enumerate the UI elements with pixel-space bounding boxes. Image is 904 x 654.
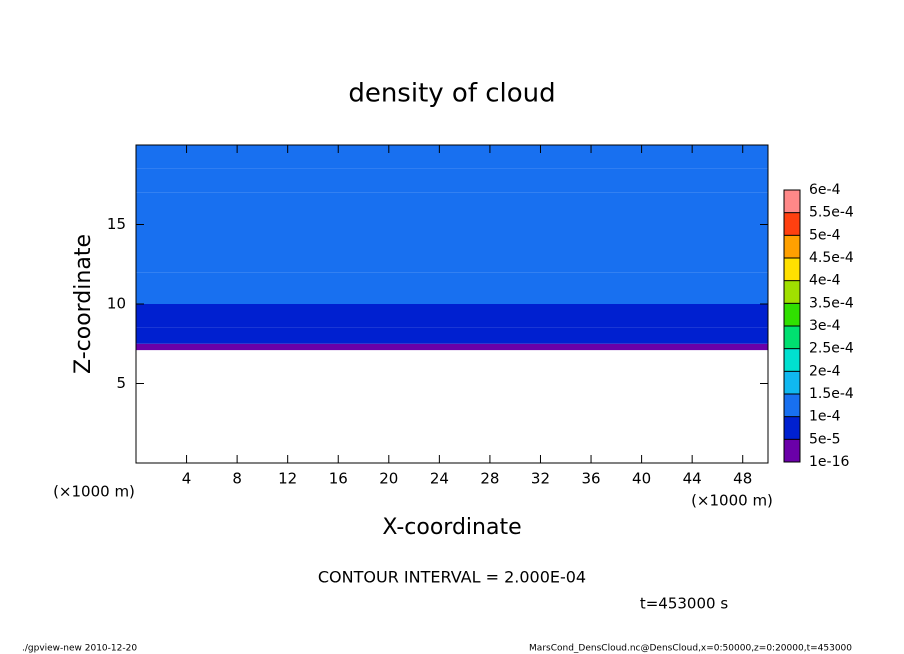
y-unit: (×1000 m) [53,483,135,501]
contour-band [136,145,768,169]
footer-left: ./gpview-new 2010-12-20 [22,644,137,654]
contour-band [136,304,768,328]
colorbar-label: 5e-4 [809,227,841,243]
contour-note: CONTOUR INTERVAL = 2.000E-04 [318,568,586,587]
contour-band [136,192,768,273]
contour-band [136,343,768,351]
y-axis-label: Z-coordinate [71,234,96,374]
x-tick-label: 12 [278,470,297,488]
colorbar-band [784,258,800,281]
x-tick-label: 4 [182,470,192,488]
colorbar-band [784,235,800,258]
y-tick-label: 15 [107,215,126,233]
colorbar-label: 2.5e-4 [809,341,854,357]
chart-title: density of cloud [348,79,555,109]
colorbar-band [784,371,800,394]
colorbar-label: 1.5e-4 [809,386,854,402]
colorbar-label: 4.5e-4 [809,250,854,266]
colorbar-band [784,280,800,304]
y-tick-label: 10 [107,295,126,313]
colorbar-label: 1e-4 [809,409,841,425]
colorbar-label: 3.5e-4 [809,295,854,311]
x-tick-label: 44 [683,470,702,488]
x-axis-label: X-coordinate [382,515,521,540]
colorbar-band [784,303,800,326]
x-tick-label: 36 [581,470,600,488]
colorbar-label: 1e-16 [809,454,849,470]
x-tick-label: 28 [480,470,499,488]
contour-band [136,327,768,344]
colorbar-label: 6e-4 [809,182,841,198]
colorbar-band [784,326,800,349]
time-note: t=453000 s [640,595,728,613]
x-tick-label: 16 [329,470,348,488]
colorbar-label: 5.5e-4 [809,205,854,221]
x-unit: (×1000 m) [691,492,773,510]
colorbar-band [784,212,800,236]
colorbar-label: 2e-4 [809,363,841,379]
x-tick-label: 8 [232,470,242,488]
colorbar-band [784,439,800,462]
colorbar-band [784,348,800,372]
colorbar-band [784,394,800,417]
x-tick-label: 40 [632,470,651,488]
x-tick-label: 24 [430,470,449,488]
colorbar-label: 3e-4 [809,318,841,334]
x-tick-label: 32 [531,470,550,488]
y-tick-label: 5 [116,374,126,392]
colorbar-band [784,416,800,440]
contour-band [136,168,768,193]
colorbar-label: 5e-5 [809,431,840,447]
footer-right: MarsCond_DensCloud.nc@DensCloud,x=0:5000… [529,644,852,654]
x-tick-label: 20 [379,470,398,488]
contour-band [136,272,768,304]
x-tick-label: 48 [733,470,752,488]
colorbar-label: 4e-4 [809,273,841,289]
colorbar-band [784,190,800,213]
